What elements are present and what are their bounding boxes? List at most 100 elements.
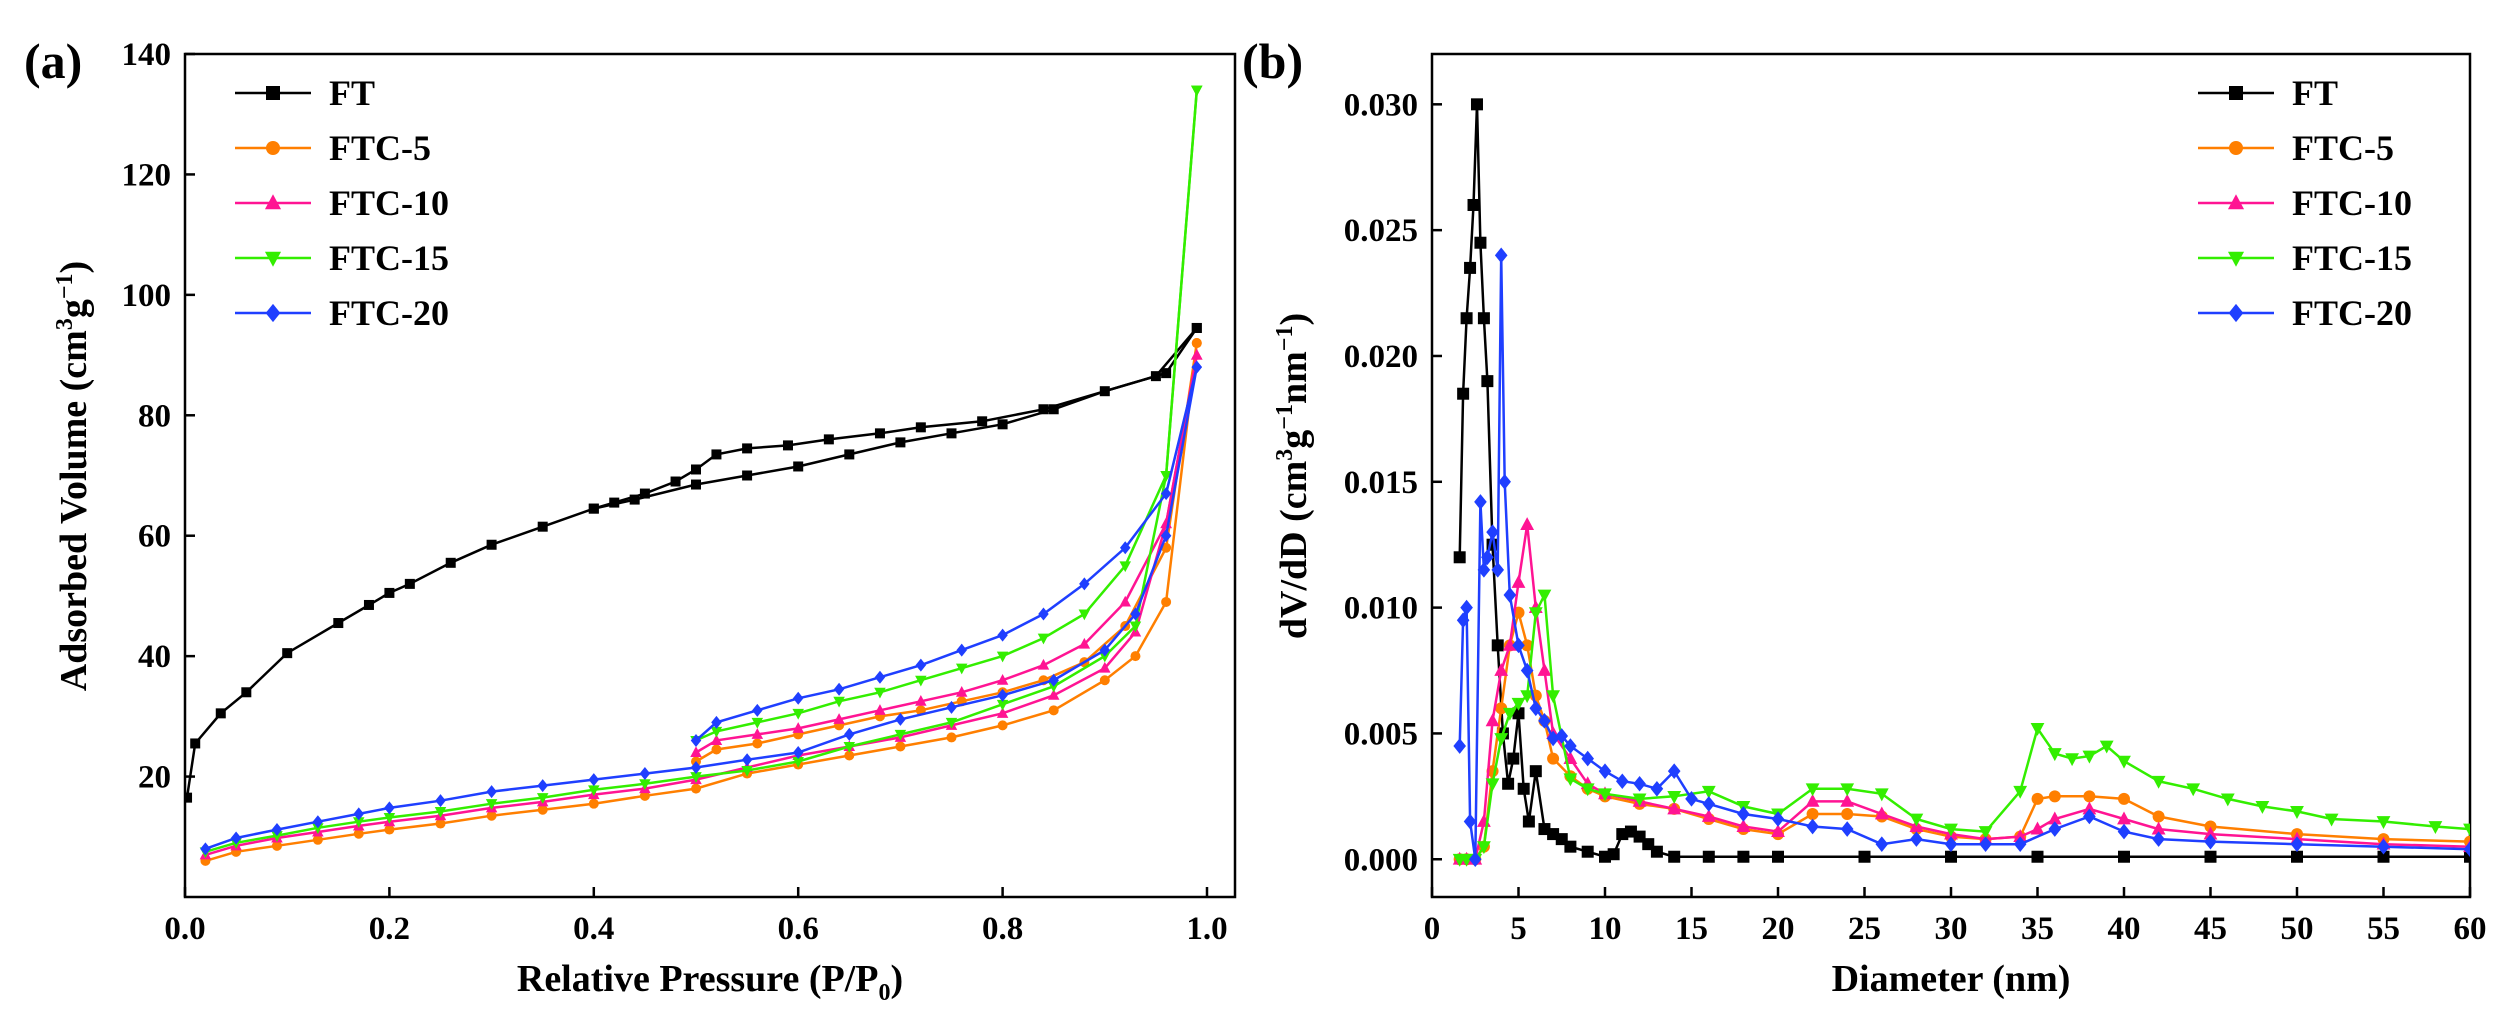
point-ftc-5 <box>486 810 497 821</box>
series-ftc-15 <box>199 85 1203 859</box>
point-ftc-15 <box>843 741 856 753</box>
point-ft <box>241 687 252 698</box>
point-ftc-5 <box>844 750 855 761</box>
point-ftc-10 <box>1511 574 1526 588</box>
series-ftc-10 <box>199 348 1203 860</box>
point-ft <box>793 461 804 472</box>
point-ftc-15 <box>1191 85 1203 97</box>
point-ftc-20 <box>1119 541 1131 555</box>
point-ftc-5 <box>1099 675 1110 686</box>
point-ftc-15 <box>1511 697 1526 711</box>
legend-item-ftc-5: FTC-5 <box>235 128 431 168</box>
point-ftc-5 <box>588 798 599 809</box>
point-ftc-15 <box>639 779 651 791</box>
point-ft <box>1467 198 1480 211</box>
point-ftc-20 <box>2152 831 2165 847</box>
point-ftc-10 <box>1771 824 1785 837</box>
point-ftc-15 <box>588 785 600 797</box>
point-ftc-15 <box>2220 793 2235 807</box>
point-ftc-20 <box>690 761 702 775</box>
point-ftc-15 <box>2065 753 2079 767</box>
point-ft <box>404 578 415 589</box>
point-ftc-20 <box>1048 673 1059 687</box>
point-ftc-15 <box>434 806 447 818</box>
series-ftc-5 <box>200 338 1202 866</box>
point-ftc-5 <box>2048 790 2061 803</box>
x-tick-label: 10 <box>1589 911 1622 947</box>
point-ftc-15 <box>2030 723 2045 736</box>
point-ftc-15 <box>1485 778 1500 792</box>
x-tick-label: 20 <box>1762 911 1795 947</box>
point-ft <box>1607 848 1620 861</box>
point-ft <box>1564 840 1577 853</box>
y-tick-label: 80 <box>138 398 171 434</box>
point-ftc-10 <box>2030 821 2045 835</box>
point-ftc-10 <box>1537 663 1552 676</box>
point-ft <box>1048 404 1059 415</box>
point-ftc-5 <box>384 824 395 835</box>
point-ftc-15 <box>2047 748 2062 762</box>
point-ft <box>1502 777 1515 790</box>
point-ft <box>1470 98 1483 111</box>
point-ftc-15 <box>312 823 324 835</box>
point-ft <box>185 792 193 803</box>
point-ftc-20 <box>997 628 1008 642</box>
point-ftc-15 <box>2290 806 2304 819</box>
point-ftc-10 <box>996 673 1009 685</box>
point-ftc-20 <box>895 712 906 726</box>
point-ftc-20 <box>956 643 967 657</box>
y-tick-label: 0.020 <box>1344 339 1418 375</box>
y-tick-label: 0.030 <box>1344 87 1418 123</box>
point-ftc-5 <box>1521 639 1534 652</box>
point-ftc-15 <box>1477 841 1491 855</box>
point-ftc-20 <box>1685 791 1698 807</box>
point-ftc-15 <box>996 651 1009 663</box>
point-ft <box>1481 375 1494 388</box>
point-ftc-20 <box>2290 836 2304 852</box>
point-ftc-20 <box>1160 487 1172 501</box>
point-ftc-20 <box>1667 763 1681 779</box>
point-ftc-20 <box>1910 831 1923 847</box>
point-ftc-20 <box>1512 637 1525 654</box>
point-ftc-10 <box>2013 829 2028 843</box>
y-tick-label: 0.000 <box>1344 842 1418 878</box>
point-ft <box>639 488 650 499</box>
point-ft <box>691 479 701 490</box>
point-ftc-20 <box>588 773 600 787</box>
point-ftc-5 <box>271 840 282 851</box>
point-ftc-15 <box>1701 785 1716 799</box>
point-ftc-15 <box>1129 621 1142 633</box>
point-ftc-15 <box>1909 813 1924 827</box>
point-ft <box>977 416 988 427</box>
series-b <box>1452 98 2470 868</box>
point-ft <box>1512 707 1525 720</box>
point-ftc-15 <box>352 817 365 828</box>
point-ftc-15 <box>690 772 702 783</box>
point-ftc-20 <box>1491 562 1505 578</box>
y-tick-label: 100 <box>122 278 172 314</box>
point-ftc-15 <box>2151 775 2166 789</box>
point-ftc-15 <box>536 793 549 804</box>
point-ftc-20 <box>353 807 364 821</box>
legend-label: FTC-15 <box>329 238 449 278</box>
point-ftc-15 <box>945 717 958 729</box>
point-ftc-10 <box>1119 595 1131 607</box>
x-tick-label: 45 <box>2194 911 2227 947</box>
point-ft <box>844 449 855 460</box>
point-ftc-5 <box>946 732 957 743</box>
point-ftc-20 <box>844 727 855 741</box>
point-ftc-10 <box>792 722 804 733</box>
point-ftc-10 <box>833 713 845 724</box>
point-ftc-15 <box>792 708 804 720</box>
point-ftc-15 <box>874 687 886 699</box>
point-ft <box>282 648 293 659</box>
point-ftc-15 <box>1537 589 1552 603</box>
point-ftc-5 <box>1191 338 1202 349</box>
line-ftc-15-curve <box>1459 590 2470 861</box>
point-ftc-5 <box>2083 790 2096 803</box>
point-ftc-5 <box>895 741 906 752</box>
point-ftc-20 <box>384 801 395 815</box>
x-tick-label: 30 <box>1935 911 1968 947</box>
legend-item-ftc-10: FTC-10 <box>235 183 449 223</box>
